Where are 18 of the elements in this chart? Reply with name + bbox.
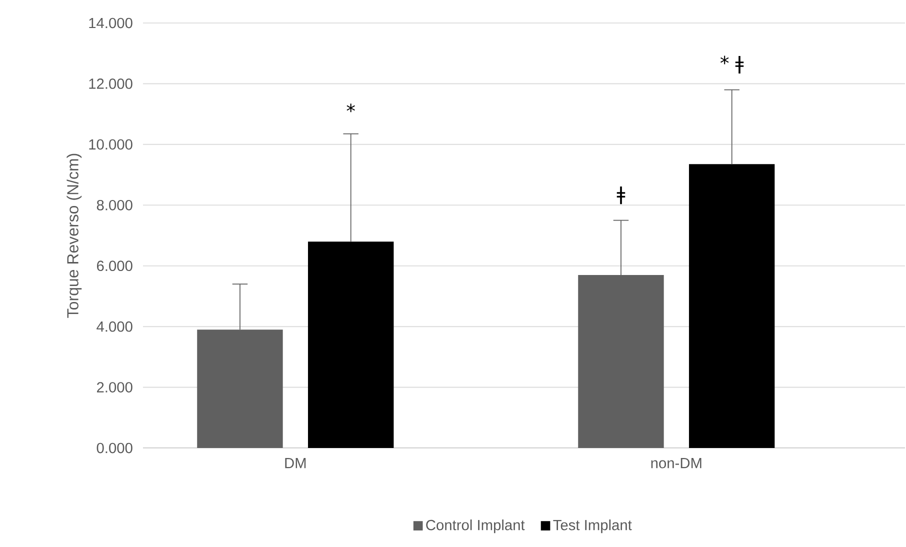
y-tick-label: 14.000 — [89, 18, 132, 28]
y-tick-label: 2.000 — [96, 382, 132, 392]
x-tick-label: non-DM — [651, 458, 702, 468]
y-tick-label: 8.000 — [96, 200, 132, 210]
legend-label: Control Implant — [426, 519, 525, 534]
legend-label: Test Implant — [553, 519, 632, 534]
bar — [308, 242, 394, 448]
y-axis-title: Torque Reverso (N/cm) — [66, 154, 82, 318]
y-tick-label: 12.000 — [89, 78, 132, 89]
y-tick-label: 0.000 — [96, 442, 132, 454]
annotation: ǂ — [616, 186, 626, 204]
x-tick-label: DM — [285, 458, 306, 468]
y-tick-label: 10.000 — [89, 139, 132, 150]
annotation: * — [346, 104, 355, 112]
bar — [688, 164, 775, 448]
y-tick-label: 4.000 — [96, 321, 132, 332]
annotation: * ǂ — [720, 56, 744, 74]
y-tick-label: 6.000 — [97, 260, 132, 272]
